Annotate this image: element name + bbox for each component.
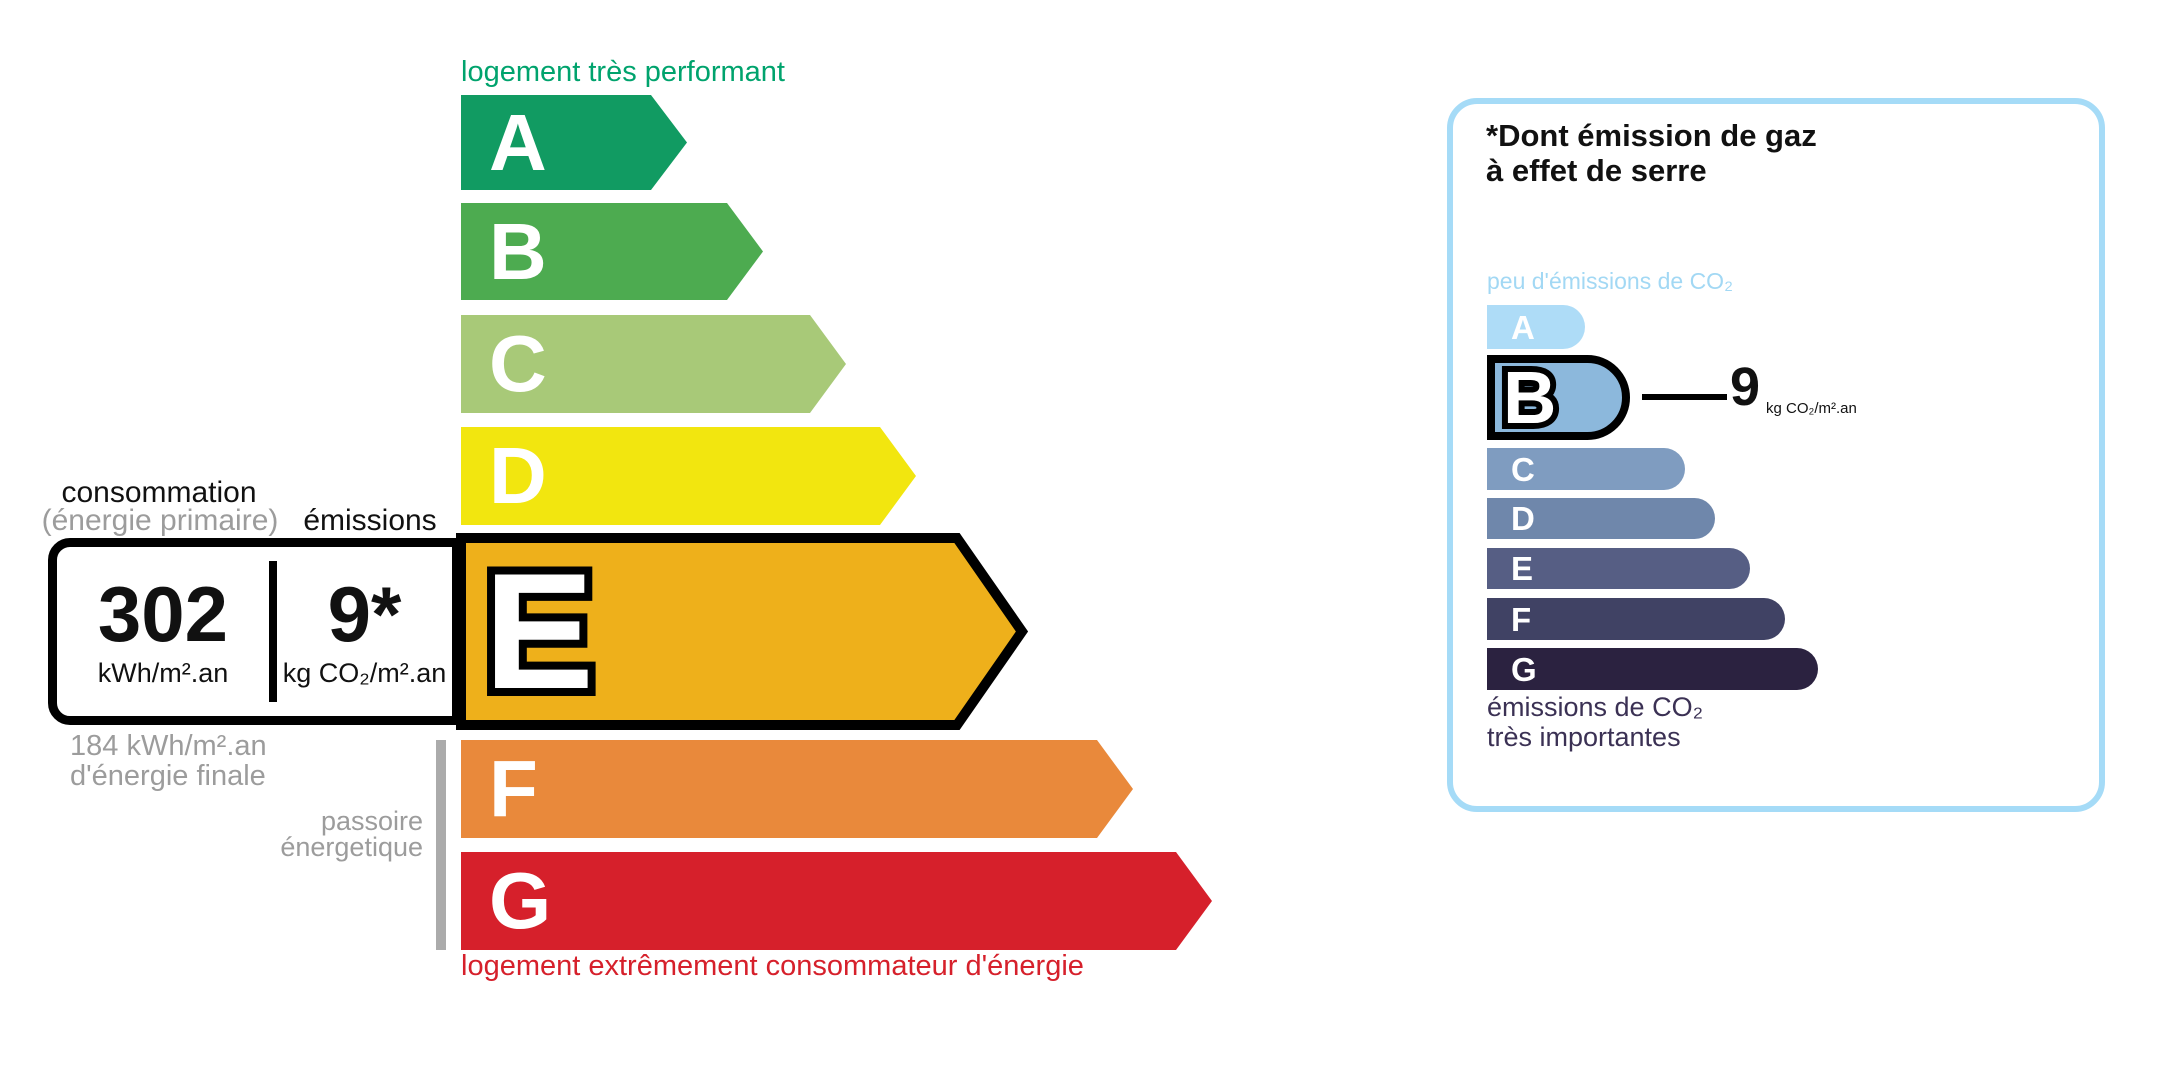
consumption-unit: kWh/m².an [97, 657, 229, 688]
energy-class-letter-e-outline: E [476, 539, 602, 723]
consumption-header: consommation [61, 476, 257, 509]
energy-class-arrow-a: A [461, 95, 687, 190]
ges-class-letter-e: E [1511, 550, 1534, 587]
energy-sieve-line1: passoire [320, 806, 423, 836]
ges-class-bar-c: C [1487, 448, 1685, 490]
energy-class-letter-a: A [489, 97, 547, 187]
energy-class-arrow-b: B [461, 203, 763, 300]
ges-class-letter-g: G [1511, 650, 1537, 688]
bottom-consumer-label: logement extrêmement consommateur d'éner… [461, 950, 1084, 982]
energy-class-letter-e: E E [476, 538, 602, 725]
ges-class-letter-f: F [1511, 600, 1532, 638]
ges-panel-title: *Dont émission de gaz à effet de serre [1486, 118, 1817, 188]
energy-class-letter-c: C [489, 319, 547, 408]
energy-sieve-indicator-bar [436, 740, 446, 950]
ges-class-letter-c: C [1511, 450, 1535, 488]
emissions-value: 9* [327, 569, 402, 658]
ges-panel: *Dont émission de gaz à effet de serre p… [1447, 98, 2105, 812]
emissions-cell: 9* kg CO₂/m².an [277, 547, 452, 716]
consumption-cell: 302 kWh/m².an [57, 547, 269, 716]
ges-class-bar-g: G [1487, 648, 1818, 690]
ges-class-bar-f: F [1487, 598, 1785, 640]
energy-class-letter-b: B [489, 206, 547, 296]
ges-high-line1: émissions de CO₂ [1487, 692, 1704, 722]
energy-class-letter-e-fill: E [484, 539, 595, 723]
ges-class-bar-d: D [1487, 498, 1715, 539]
energy-class-arrow-d: D [461, 427, 916, 525]
energy-sieve-label: passoire énergetique [225, 806, 423, 862]
ges-class-bar-e: E [1487, 548, 1750, 589]
ges-class-bar-a: A [1487, 305, 1585, 349]
energy-class-letter-f: F [489, 744, 538, 833]
energy-sieve-line2: énergetique [280, 832, 423, 862]
ges-class-letter-b-outline: B [1497, 354, 1563, 440]
ges-value-connector-line [1642, 394, 1727, 400]
energy-class-letter-d: D [489, 431, 547, 520]
ges-class-letter-a: A [1511, 308, 1535, 346]
consumption-subheader: (énergie primaire) [41, 504, 279, 537]
ges-title-line1: *Dont émission de gaz [1486, 118, 1817, 153]
values-box-divider [269, 561, 277, 702]
consumption-value: 302 [97, 569, 229, 658]
final-energy-line2: d'énergie finale [70, 760, 266, 792]
final-energy-line1: 184 kWh/m².an [70, 730, 267, 762]
ges-value-unit: kg CO₂/m².an [1766, 400, 1857, 417]
ges-high-line2: très importantes [1487, 722, 1681, 752]
top-performance-label: logement très performant [461, 56, 785, 88]
ges-class-letter-b-fill: B [1503, 355, 1557, 439]
emissions-unit: kg CO₂/m².an [282, 657, 447, 688]
e-arrow-shape [456, 533, 1029, 730]
ges-high-emissions-label: émissions de CO₂ très importantes [1487, 692, 1703, 752]
final-energy-note: 184 kWh/m².an d'énergie finale [70, 731, 267, 791]
emissions-header: émissions [303, 504, 437, 537]
ges-value: 9 [1730, 357, 1761, 417]
ges-low-emissions-label: peu d'émissions de CO₂ [1487, 268, 1733, 294]
energy-class-letter-g: G [489, 856, 552, 945]
values-box: 302 kWh/m².an 9* kg CO₂/m².an [48, 538, 461, 725]
ges-class-bar-b-selected: B B [1487, 354, 1630, 440]
energy-class-arrow-e-selected [456, 533, 1029, 730]
energy-class-arrow-c: C [461, 315, 846, 413]
ges-class-letter-d: D [1511, 500, 1535, 537]
energy-class-arrow-f: F [461, 740, 1133, 838]
energy-class-arrow-g: G [461, 852, 1212, 950]
ges-title-line2: à effet de serre [1486, 153, 1707, 188]
